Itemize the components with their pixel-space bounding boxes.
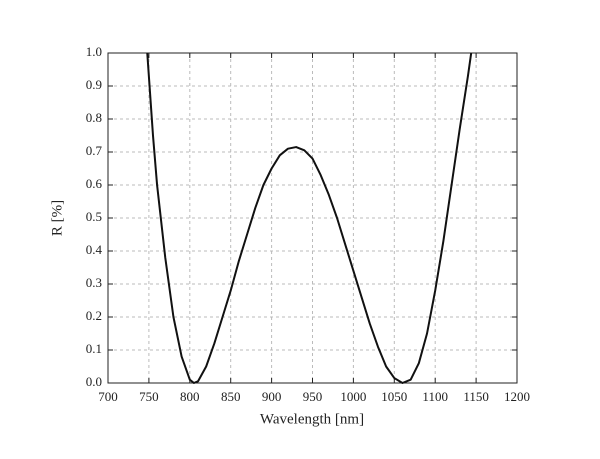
- y-axis-label: R [%]: [49, 200, 65, 236]
- y-tick-label: 0.1: [86, 341, 102, 356]
- x-tick-label: 750: [139, 389, 159, 404]
- x-tick-label: 1000: [340, 389, 366, 404]
- x-tick-label: 1200: [504, 389, 530, 404]
- y-tick-label: 0.8: [86, 110, 102, 125]
- y-tick-label: 0.5: [86, 209, 102, 224]
- y-tick-label: 0.7: [86, 143, 103, 158]
- x-tick-label: 1050: [381, 389, 407, 404]
- y-tick-label: 0.4: [86, 242, 103, 257]
- y-tick-label: 1.0: [86, 44, 102, 59]
- plot-frame: [107, 52, 518, 384]
- x-tick-label: 900: [262, 389, 282, 404]
- y-tick-label: 0.3: [86, 275, 102, 290]
- x-tick-label: 950: [303, 389, 323, 404]
- x-tick-label: 850: [221, 389, 241, 404]
- x-tick-label: 1100: [422, 389, 448, 404]
- line-series: [146, 52, 473, 384]
- y-tick-label: 0.0: [86, 374, 102, 389]
- x-axis-label: Wavelength [nm]: [260, 411, 364, 427]
- y-tick-label: 0.6: [86, 176, 103, 191]
- x-tick-label: 1150: [463, 389, 489, 404]
- x-tick-label: 700: [98, 389, 118, 404]
- y-tick-label: 0.9: [86, 77, 102, 92]
- x-tick-label: 800: [180, 389, 200, 404]
- y-tick-label: 0.2: [86, 308, 102, 323]
